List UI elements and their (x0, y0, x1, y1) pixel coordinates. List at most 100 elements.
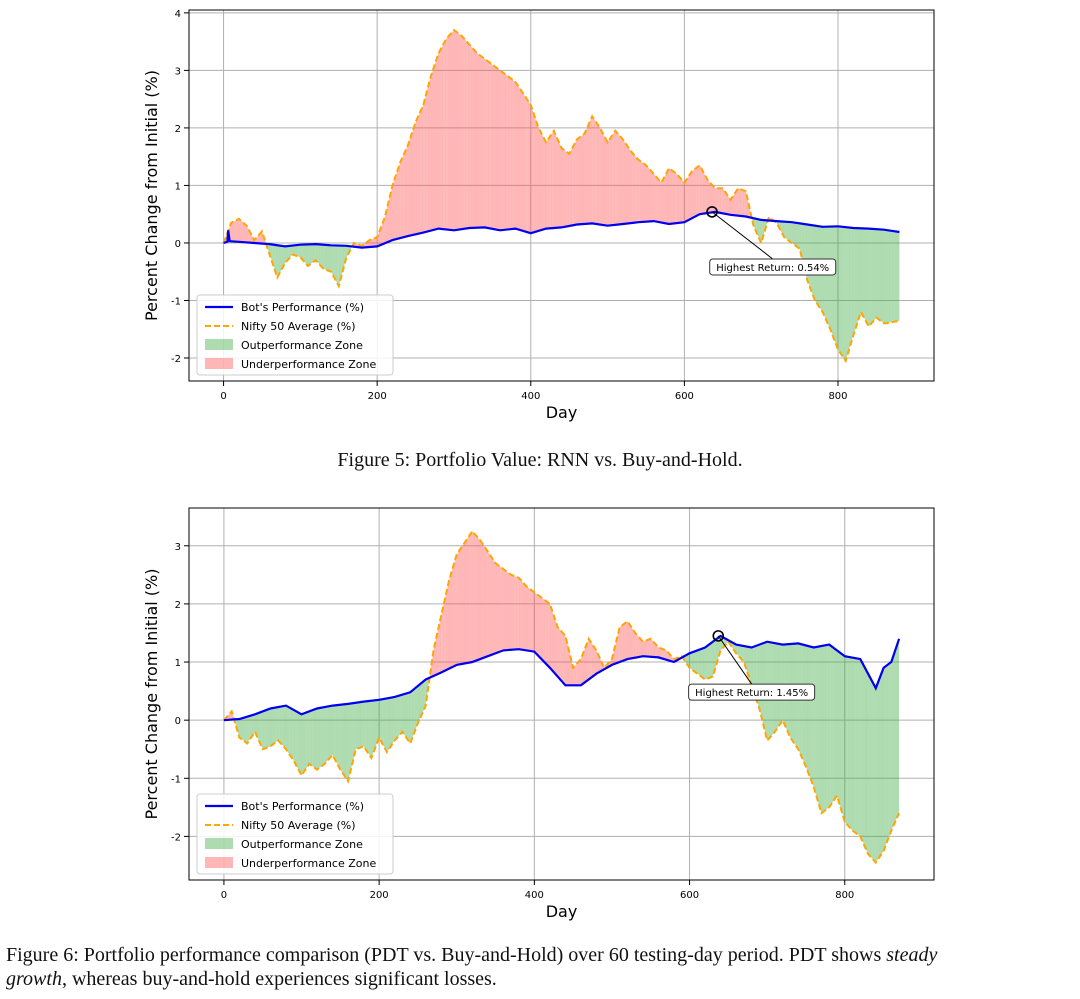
fig5-underperformance-zone (630, 150, 633, 224)
fig5-ytick-label: 3 (175, 66, 181, 77)
fig5-underperformance-zone (437, 53, 439, 229)
fig6-xtick-label: 800 (835, 890, 854, 901)
fig6-outperformance-zone (805, 645, 808, 771)
fig5-underperformance-zone (616, 132, 619, 225)
fig5-underperformance-zone (477, 53, 479, 228)
fig5-underperformance-zone (251, 234, 253, 243)
fig6-ytick-label: 0 (175, 716, 181, 727)
fig5-outperformance-zone (896, 231, 898, 322)
fig5-outperformance-zone (289, 245, 292, 258)
fig6-outperformance-zone (408, 692, 411, 744)
fig5-outperformance-zone (801, 223, 803, 262)
fig5-underperformance-zone (635, 156, 637, 223)
fig5-underperformance-zone (699, 165, 702, 215)
fig5-underperformance-zone (673, 171, 676, 224)
fig6-underperformance-zone (517, 577, 519, 650)
fig6-outperformance-zone (245, 716, 248, 744)
fig5-legend-label: Underperformance Zone (241, 358, 376, 371)
fig6-outperformance-zone (275, 707, 277, 743)
fig6-outperformance-zone (250, 715, 252, 739)
fig6-outperformance-zone (706, 645, 709, 679)
fig5-underperformance-zone (696, 166, 699, 216)
fig5-outperformance-zone (842, 226, 845, 359)
fig5-underperformance-zone (241, 221, 244, 243)
fig5-outperformance-zone (283, 246, 286, 266)
fig6-underperformance-zone (452, 564, 454, 668)
fig5-underperformance-zone (733, 192, 736, 216)
fig6-underperformance-zone (573, 666, 575, 686)
fig5-underperformance-zone (672, 170, 674, 224)
fig5-underperformance-zone (386, 204, 388, 243)
fig5-outperformance-zone (847, 227, 849, 356)
fig6-outperformance-zone (318, 707, 321, 769)
fig5-underperformance-zone (579, 135, 582, 225)
fig5-underperformance-zone (513, 80, 516, 229)
fig5-outperformance-zone (850, 227, 852, 346)
fig6-underperformance-zone (455, 554, 457, 666)
fig5-outperformance-zone (275, 245, 278, 278)
fig6-outperformance-zone (315, 708, 318, 770)
fig5-underperformance-zone (231, 222, 233, 242)
fig6-outperformance-zone (391, 697, 394, 746)
fig5-underperformance-zone (572, 145, 574, 226)
fig5-underperformance-zone (394, 176, 396, 240)
fig6-outperformance-zone (844, 656, 847, 824)
fig5-outperformance-zone (759, 219, 762, 243)
fig6-underperformance-zone (526, 586, 529, 651)
fig6-outperformance-zone (244, 717, 246, 743)
fig5-underperformance-zone (659, 180, 662, 223)
fig6-outperformance-zone (875, 684, 878, 863)
fig6-outperformance-zone (410, 690, 412, 744)
fig5-outperformance-zone (848, 227, 851, 351)
fig5-underperformance-zone (704, 173, 706, 214)
fig6-underperformance-zone (647, 639, 650, 657)
fig5-underperformance-zone (484, 58, 487, 228)
fig6-outperformance-zone (321, 707, 324, 767)
fig5-underperformance-zone (669, 168, 671, 224)
fig5-outperformance-zone (845, 227, 848, 361)
fig5-outperformance-zone (841, 226, 843, 357)
fig5-underperformance-zone (507, 76, 510, 230)
fig5-outperformance-zone (297, 244, 299, 257)
fig5-underperformance-zone (473, 49, 476, 228)
fig5-outperformance-zone (340, 245, 342, 281)
fig5-underperformance-zone (392, 180, 395, 241)
fig6-underperformance-zone (540, 596, 543, 660)
fig5-underperformance-zone (243, 222, 246, 243)
fig5-underperformance-zone (621, 137, 623, 225)
fig5-underperformance-zone (527, 100, 530, 233)
fig5-underperformance-zone (424, 93, 427, 233)
fig6-underperformance-zone (579, 659, 581, 686)
fig5-underperformance-zone (662, 176, 665, 224)
fig6-outperformance-zone (309, 710, 311, 765)
fig5-underperformance-zone (539, 130, 542, 231)
fig6-outperformance-zone (377, 699, 380, 742)
fig6-legend-label: Outperformance Zone (241, 838, 363, 851)
fig6-outperformance-zone (399, 695, 401, 736)
fig5-underperformance-zone (530, 104, 533, 234)
fig6-outperformance-zone (691, 652, 693, 671)
fig6-outperformance-zone (354, 702, 356, 756)
fig6-legend-label: Bot's Performance (%) (241, 800, 364, 813)
fig5-underperformance-zone (559, 144, 562, 228)
fig6-annotation-label: Highest Return: 1.45% (695, 688, 808, 699)
fig5-underperformance-zone (584, 130, 587, 224)
fig5-underperformance-zone (444, 38, 447, 230)
fig5-underperformance-zone (555, 134, 557, 228)
fig5-outperformance-zone (831, 226, 834, 338)
fig5-underperformance-zone (599, 127, 602, 225)
fig6-underperformance-zone (551, 608, 553, 672)
fig5-underperformance-zone (421, 104, 424, 233)
fig5-underperformance-zone (619, 135, 622, 225)
fig6-underperformance-zone (619, 625, 622, 663)
fig5-underperformance-zone (707, 179, 709, 214)
fig6-outperformance-zone (888, 663, 890, 839)
fig5-underperformance-zone (533, 114, 536, 233)
fig6-underperformance-zone (641, 639, 643, 657)
fig6-annotation-arrow (717, 635, 753, 685)
fig6-underperformance-zone (462, 542, 465, 664)
fig5-underperformance-zone (624, 141, 627, 224)
fig6-outperformance-zone (422, 680, 425, 713)
fig6-underperformance-zone (660, 648, 662, 659)
fig6-outperformance-zone (826, 644, 828, 810)
